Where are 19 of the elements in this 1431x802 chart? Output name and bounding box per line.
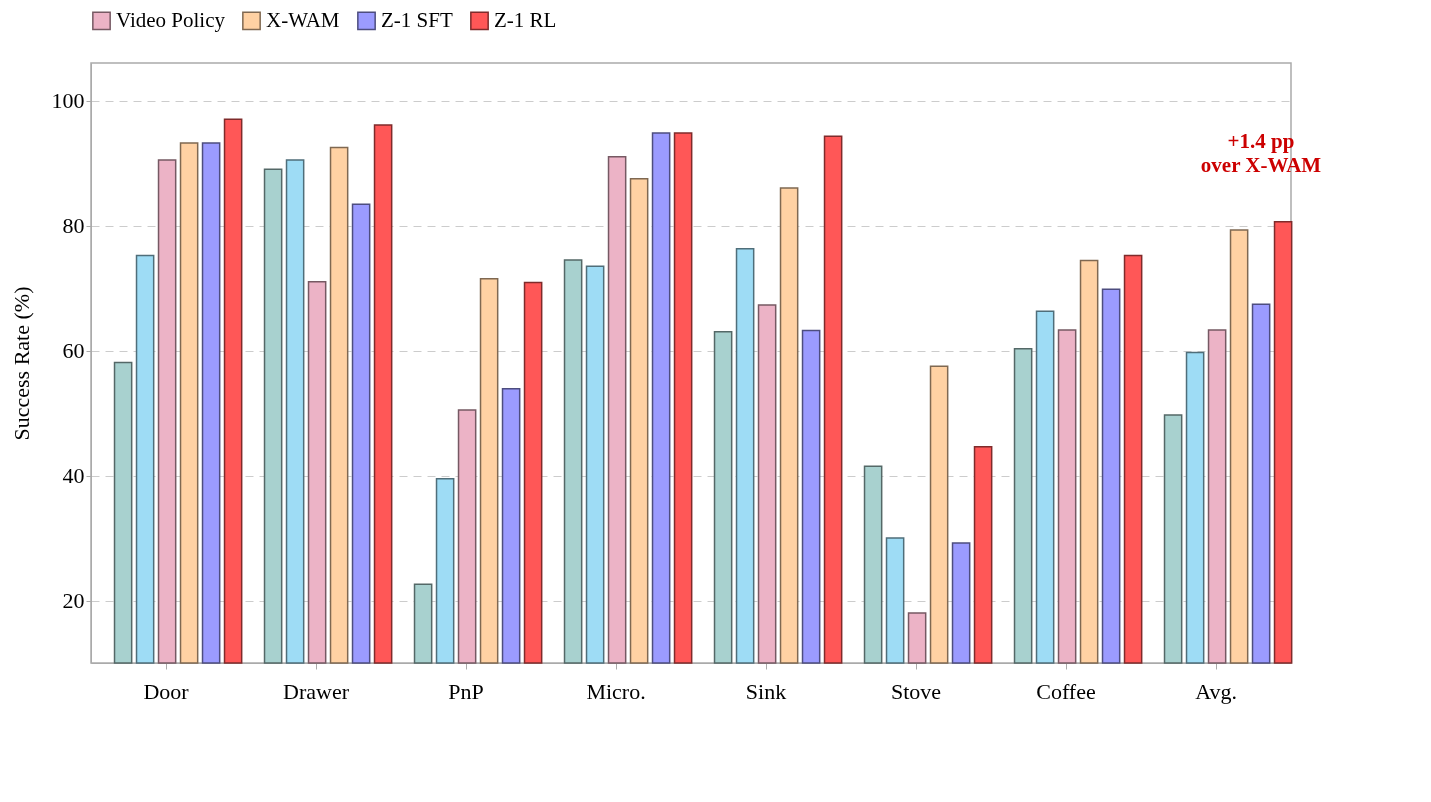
legend-label: Z-1 RL [494,7,557,32]
x-tick-label: Avg. [1195,678,1237,704]
legend-label: Video Policy [116,7,226,32]
annotation: +1.4 pp over X-WAM [1200,129,1322,177]
x-tick-label: Stove [890,678,942,704]
legend-label: Z-1 SFT [381,7,453,32]
x-tick-label: Door [143,678,190,704]
y-tick-label: 60 [62,338,85,363]
legend-label: X-WAM [266,7,340,32]
x-tick-label: Micro. [586,678,646,704]
x-tick-label: Drawer [283,678,350,704]
y-tick-label: 20 [62,588,85,613]
y-axis-title: Success Rate (%) [8,286,34,441]
y-tick-label: 80 [62,213,85,238]
x-tick-label: Sink [745,678,787,704]
x-tick-label: Coffee [1036,678,1096,704]
y-tick-label: 40 [62,463,85,488]
x-tick-label: PnP [448,678,484,704]
y-tick-label: 100 [51,88,85,113]
